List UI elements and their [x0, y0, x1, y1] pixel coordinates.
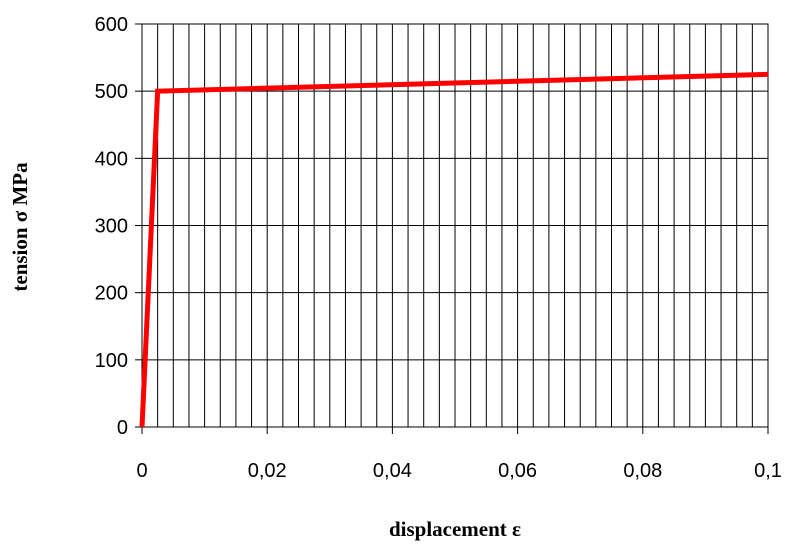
y-tick-label: 100 [95, 350, 128, 372]
x-tick-label: 0,1 [754, 460, 782, 482]
y-tick-label: 200 [95, 283, 128, 305]
series-layer [139, 71, 769, 428]
x-tick-labels: 0 0,02 0,04 0,06 0,08 0,1 [136, 427, 782, 482]
y-tick-label: 500 [95, 81, 128, 103]
x-tick-label: 0,02 [248, 460, 287, 482]
y-axis-title: tension σ MPa [8, 162, 32, 292]
x-axis-title: displacement ε [389, 517, 521, 541]
x-tick-label: 0,08 [623, 460, 662, 482]
y-tick-label: 400 [95, 148, 128, 170]
series-line [139, 71, 769, 428]
y-tick-label: 0 [117, 417, 128, 439]
x-tick-label: 0,04 [373, 460, 412, 482]
y-tick-labels: 0 100 200 300 400 500 600 [95, 14, 142, 439]
y-tick-label: 600 [95, 14, 128, 36]
x-tick-label: 0 [136, 460, 147, 482]
x-tick-label: 0,06 [498, 460, 537, 482]
y-tick-label: 300 [95, 216, 128, 238]
